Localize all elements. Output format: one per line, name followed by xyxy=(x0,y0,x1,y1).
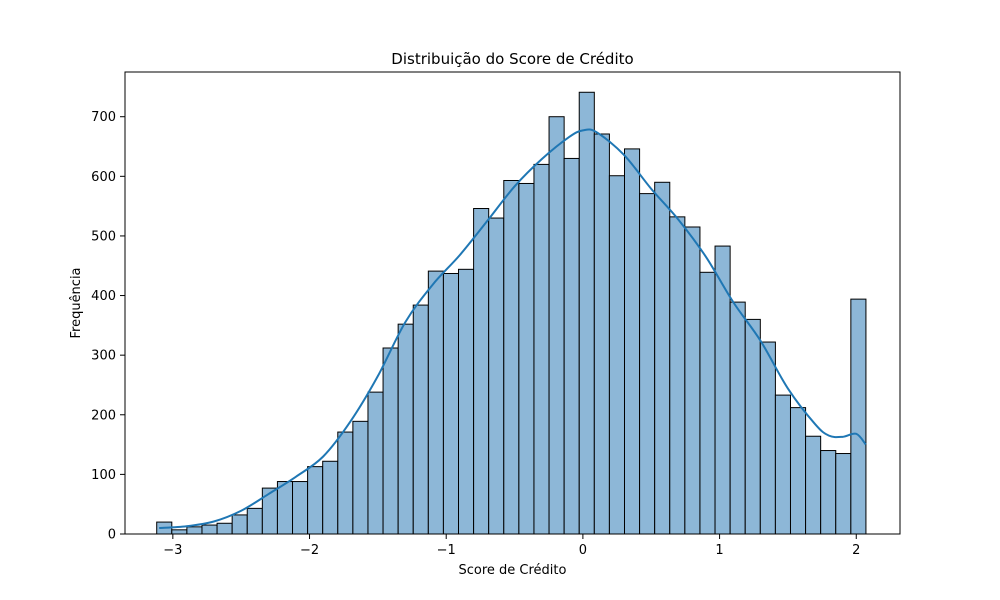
x-tick-label: 2 xyxy=(852,543,860,558)
x-tick-label: −2 xyxy=(300,543,319,558)
histogram-bar xyxy=(744,318,761,535)
y-tick-label: 0 xyxy=(108,528,116,543)
histogram-bar xyxy=(201,524,218,535)
histogram-bar xyxy=(759,341,776,535)
histogram-bar xyxy=(533,163,550,535)
histogram-bar xyxy=(699,271,716,535)
histogram-bar xyxy=(276,481,294,535)
x-axis-label: Score de Crédito xyxy=(459,563,567,578)
histogram-bar xyxy=(412,304,429,535)
histogram-bar xyxy=(850,298,867,535)
y-tick-label: 200 xyxy=(91,408,116,423)
y-axis-ticks: 0 100 200 300 400 500 600 700 xyxy=(91,110,125,543)
x-tick-label: −3 xyxy=(163,543,182,558)
histogram-bar xyxy=(382,347,399,535)
histogram-bar xyxy=(669,216,686,535)
histogram-bar xyxy=(488,217,505,535)
histogram-bar xyxy=(518,182,535,535)
histogram-bar xyxy=(578,91,595,535)
histogram-bar xyxy=(593,133,610,535)
y-tick-label: 500 xyxy=(91,229,116,244)
y-tick-label: 600 xyxy=(91,170,116,185)
histogram-bar xyxy=(548,116,565,535)
histogram-bar xyxy=(639,193,656,535)
histogram-bar xyxy=(684,226,701,535)
plot-frame xyxy=(124,71,901,535)
histogram-bar xyxy=(805,435,822,535)
histogram-bar xyxy=(623,148,641,535)
histogram-bar xyxy=(216,522,233,535)
histogram-bar xyxy=(458,268,475,535)
histogram-bar xyxy=(352,420,369,535)
x-tick-label: −1 xyxy=(437,543,456,558)
histogram-bar xyxy=(337,431,354,535)
y-tick-label: 100 xyxy=(91,468,116,483)
histogram-bar xyxy=(820,450,837,535)
y-axis-label: Frequência xyxy=(69,267,84,338)
histogram-bar xyxy=(789,407,807,535)
y-tick-label: 700 xyxy=(91,110,116,125)
histogram-bar xyxy=(367,391,384,535)
y-tick-label: 400 xyxy=(91,289,116,304)
histogram-bar xyxy=(261,487,278,535)
histogram-bars xyxy=(156,91,867,535)
histogram-bar xyxy=(729,301,746,535)
histogram-bar xyxy=(171,529,188,535)
histogram-bar xyxy=(503,179,520,535)
histogram-bar xyxy=(292,481,309,535)
x-tick-label: 1 xyxy=(715,543,723,558)
y-tick-label: 300 xyxy=(91,349,116,364)
histogram-bar xyxy=(473,208,490,535)
histogram-bar xyxy=(186,526,203,535)
histogram-bar xyxy=(231,514,248,535)
x-tick-label: 0 xyxy=(579,543,587,558)
histogram-bar xyxy=(774,394,791,535)
histogram-bar xyxy=(322,460,339,535)
histogram-bar xyxy=(563,157,580,535)
x-axis-ticks: −3 −2 −1 0 1 2 xyxy=(163,534,860,558)
histogram-bar xyxy=(608,175,625,535)
kde-curve-line xyxy=(159,128,867,530)
histogram-bar xyxy=(714,245,731,535)
histogram-bar xyxy=(442,272,460,535)
histogram-bar xyxy=(307,466,324,535)
chart-title: Distribuição do Score de Crédito xyxy=(391,50,633,68)
histogram-bar xyxy=(427,270,444,535)
histogram-bar xyxy=(397,323,414,535)
histogram-bar xyxy=(246,507,263,535)
histogram-bar xyxy=(654,181,671,535)
histogram-bar xyxy=(835,453,852,535)
